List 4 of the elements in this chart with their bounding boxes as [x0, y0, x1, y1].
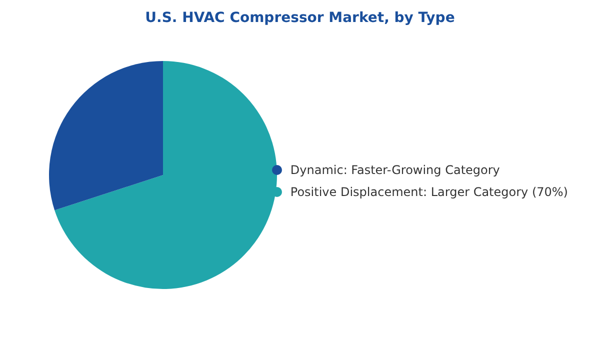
legend-label: Dynamic: Faster-Growing Category — [290, 163, 500, 177]
pie-slice — [49, 61, 163, 210]
chart-title: U.S. HVAC Compressor Market, by Type — [144, 9, 456, 28]
legend-label: Positive Displacement: Larger Category (70%) — [290, 185, 568, 199]
